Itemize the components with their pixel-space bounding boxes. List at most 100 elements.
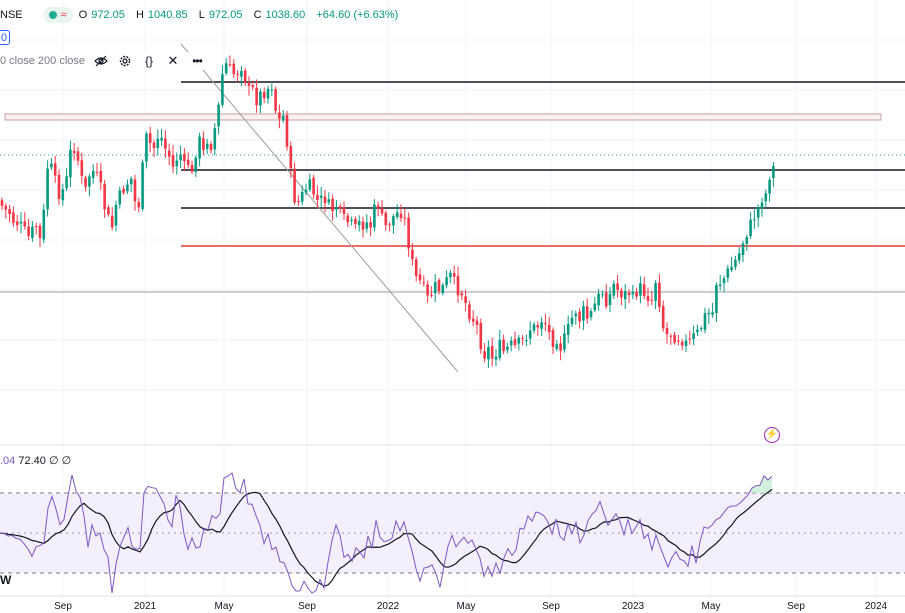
volume-indicator-badge[interactable]: 0 (0, 30, 10, 45)
candle-body (574, 313, 578, 317)
candle-body (205, 143, 209, 149)
candle-body (422, 282, 426, 284)
candle-body (623, 291, 627, 300)
candle-body (289, 146, 293, 169)
candle-body (665, 327, 669, 335)
candle-body (350, 219, 353, 221)
candle-body (27, 226, 30, 236)
candle-body (764, 193, 768, 202)
candle-body (570, 317, 574, 325)
candle-body (31, 226, 34, 238)
candle-body (335, 207, 338, 210)
candle-body (426, 284, 429, 296)
candle-body (240, 70, 243, 77)
candle-body (228, 64, 232, 66)
rsi-legend[interactable]: .04 72.40 ∅ ∅ (0, 455, 72, 467)
candle-body (304, 189, 308, 193)
candle-body (15, 221, 19, 226)
candle-body (164, 138, 167, 149)
candle-body (262, 92, 266, 99)
candle-body (608, 293, 612, 305)
market-status-pill[interactable]: ≈ (42, 7, 73, 23)
candle-body (441, 285, 445, 294)
candle-body (521, 337, 524, 339)
x-tick-label: Sep (542, 601, 560, 612)
candle-body (392, 216, 395, 226)
candle-body (395, 212, 399, 217)
candle-body (669, 335, 673, 337)
candle-body (745, 237, 749, 244)
candle-body (114, 204, 118, 226)
symbol-name[interactable]: NSE (0, 9, 23, 21)
candle-body (528, 330, 532, 339)
candle-body (61, 189, 65, 201)
alert-bolt-icon[interactable]: ⚡ (764, 427, 780, 443)
candle-body (490, 346, 494, 359)
candle-body (145, 133, 148, 162)
candle-body (661, 305, 665, 329)
candle-body (749, 219, 752, 237)
indicator-legend[interactable]: 0 close 200 close {} ✕ ••• (0, 52, 209, 70)
candle-body (65, 176, 68, 189)
candle-body (388, 224, 391, 226)
candle-body (430, 294, 433, 296)
candle-body (692, 333, 695, 339)
candle-body (730, 266, 733, 271)
candle-body (133, 179, 137, 202)
candle-body (411, 249, 414, 259)
rsi-line (0, 472, 773, 594)
candle-body (338, 206, 342, 209)
candle-body (293, 168, 296, 203)
candlestick-series (0, 55, 775, 368)
candle-body (509, 340, 513, 346)
candle-body (346, 215, 350, 223)
price-change: +64.60 (+6.63%) (316, 9, 399, 21)
resistance-zone[interactable] (4, 113, 882, 121)
settings-icon[interactable] (117, 53, 133, 69)
candle-body (711, 312, 714, 315)
market-open-dot-icon (48, 11, 57, 19)
candle-body (635, 292, 638, 297)
candle-body (152, 142, 156, 148)
candle-body (612, 283, 616, 296)
candle-body (357, 220, 361, 226)
remove-icon[interactable]: ✕ (167, 53, 179, 68)
source-code-icon[interactable]: {} (144, 54, 153, 68)
candle-body (456, 275, 460, 296)
candle-body (384, 212, 388, 226)
candle-body (175, 160, 179, 167)
candle-body (312, 177, 315, 195)
candle-body (232, 63, 236, 75)
candle-body (209, 143, 213, 151)
candle-body (559, 343, 562, 351)
candle-body (627, 292, 631, 295)
candle-body (399, 213, 403, 219)
candle-body (84, 177, 87, 187)
candle-body (582, 306, 585, 321)
candle-body (760, 202, 764, 209)
candle-body (183, 153, 186, 162)
candle-body (361, 221, 365, 230)
candle-body (654, 283, 657, 301)
candle-body (319, 195, 323, 198)
descending-trendline[interactable] (180, 43, 459, 373)
indicator-legend-label: 0 close 200 close (0, 55, 85, 67)
candle-body (247, 83, 251, 86)
candle-body (202, 138, 205, 151)
candle-body (270, 89, 274, 91)
candle-body (251, 85, 255, 88)
horizontal-lines[interactable] (0, 81, 905, 293)
candle-body (680, 341, 684, 346)
x-tick-label: 2022 (376, 601, 400, 612)
candle-body (198, 136, 201, 159)
candle-body (141, 162, 144, 209)
eye-off-icon[interactable] (93, 53, 109, 69)
candle-body (0, 200, 4, 206)
candle-body (88, 176, 91, 187)
candle-body (126, 184, 129, 192)
candle-body (734, 259, 737, 267)
candle-body (221, 74, 224, 105)
more-icon[interactable]: ••• (192, 54, 203, 68)
candle-body (369, 222, 372, 228)
